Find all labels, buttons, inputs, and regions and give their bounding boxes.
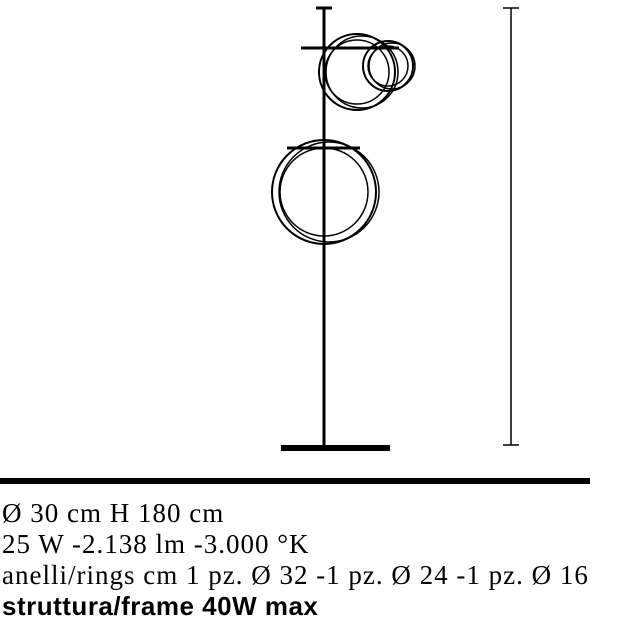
spec-line-3: struttura/frame 40W max (2, 591, 589, 622)
spec-line-2: anelli/rings cm 1 pz. Ø 32 -1 pz. Ø 24 -… (2, 560, 589, 591)
spec-line-1: 25 W -2.138 lm -3.000 °K (2, 529, 589, 560)
spec-text: Ø 30 cm H 180 cm 25 W -2.138 lm -3.000 °… (2, 498, 589, 622)
horizontal-rule (0, 478, 590, 484)
lamp-drawing (0, 0, 640, 480)
spec-line-0: Ø 30 cm H 180 cm (2, 498, 589, 529)
